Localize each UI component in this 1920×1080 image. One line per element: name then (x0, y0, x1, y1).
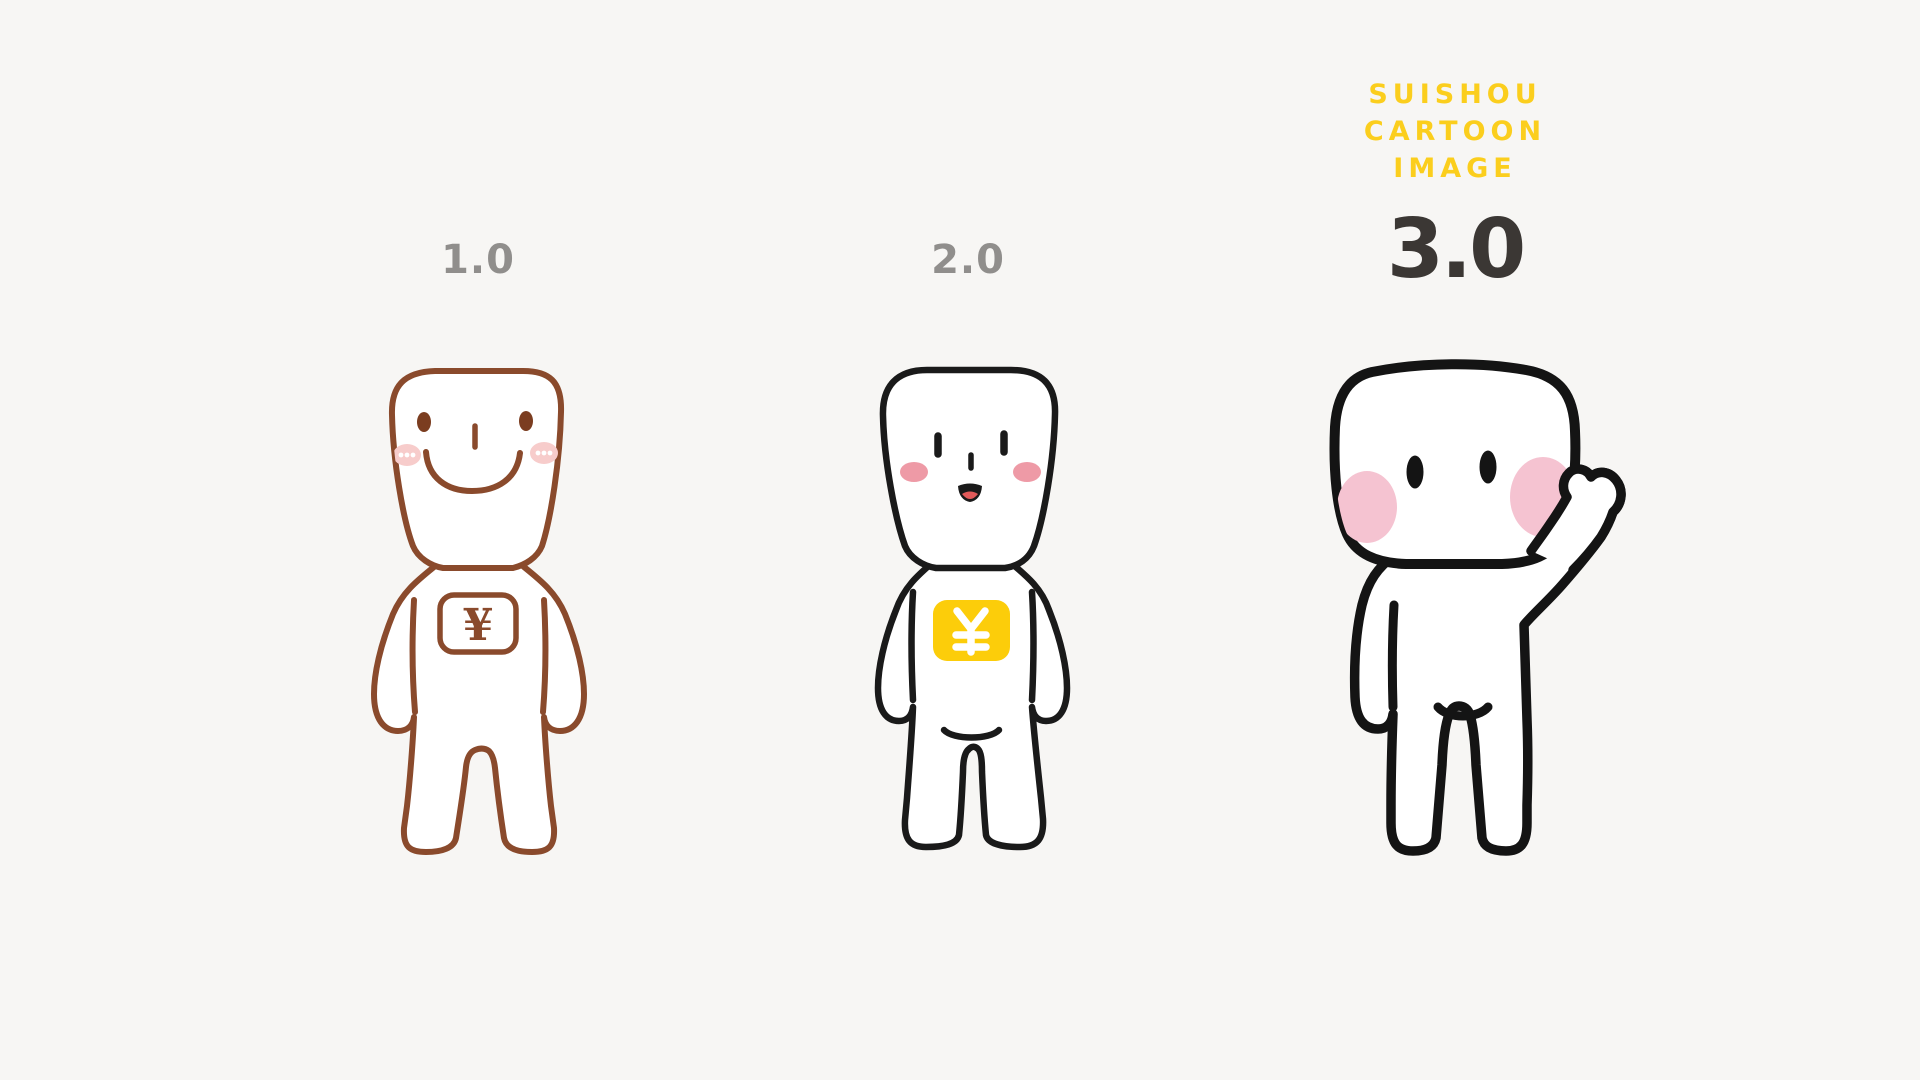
mascot-1-blush-right (530, 442, 558, 464)
mascot-1-eye-right (519, 411, 533, 431)
mascot-3-eye-right (1479, 450, 1497, 484)
mascot-2-crotch-line (940, 726, 1003, 741)
series-title-line-3: IMAGE (1393, 153, 1517, 184)
mascot-v1-illustration: ¥ (371, 367, 587, 855)
mascot-2-body (874, 552, 1071, 851)
yen-icon (952, 607, 990, 656)
mascot-1-blush-left (393, 444, 421, 466)
version-label-3: 3.0 (1386, 202, 1526, 297)
mascot-3-waving-hand (1526, 464, 1626, 575)
series-title: SUISHOU CARTOON IMAGE (1305, 76, 1605, 187)
mascot-1-yen-badge (437, 592, 519, 655)
mascot-1-eye-left (417, 412, 431, 432)
mascot-1-arm-line-left (409, 597, 418, 715)
series-title-line-2: CARTOON (1363, 116, 1547, 147)
mascot-3-eye-left (1406, 455, 1424, 489)
mascot-3-blush-left (1337, 471, 1397, 543)
mascot-1-smile (423, 449, 523, 495)
mascot-1-body (371, 553, 587, 855)
mascot-2-arm-line-left (908, 588, 917, 704)
mascot-v3-illustration (1329, 359, 1626, 856)
mascot-2-blush-left (900, 462, 928, 482)
mascot-2-blush-right (1013, 462, 1041, 482)
yen-icon: ¥ (463, 600, 494, 651)
version-label-1: 1.0 (441, 237, 515, 283)
mascot-3-crotch-line (1433, 702, 1493, 721)
series-title-line-1: SUISHOU (1368, 79, 1542, 110)
mascot-3-arm-line-left (1387, 600, 1399, 712)
mascot-1-head (388, 367, 565, 571)
version-label-2: 2.0 (931, 237, 1005, 283)
mascot-v2-illustration (874, 366, 1071, 851)
mascot-2-yen-badge (933, 600, 1010, 661)
mascot-1-arm-line-right (540, 597, 549, 715)
mascot-2-arm-line-right (1028, 588, 1037, 704)
mascot-2-mouth (958, 483, 982, 502)
